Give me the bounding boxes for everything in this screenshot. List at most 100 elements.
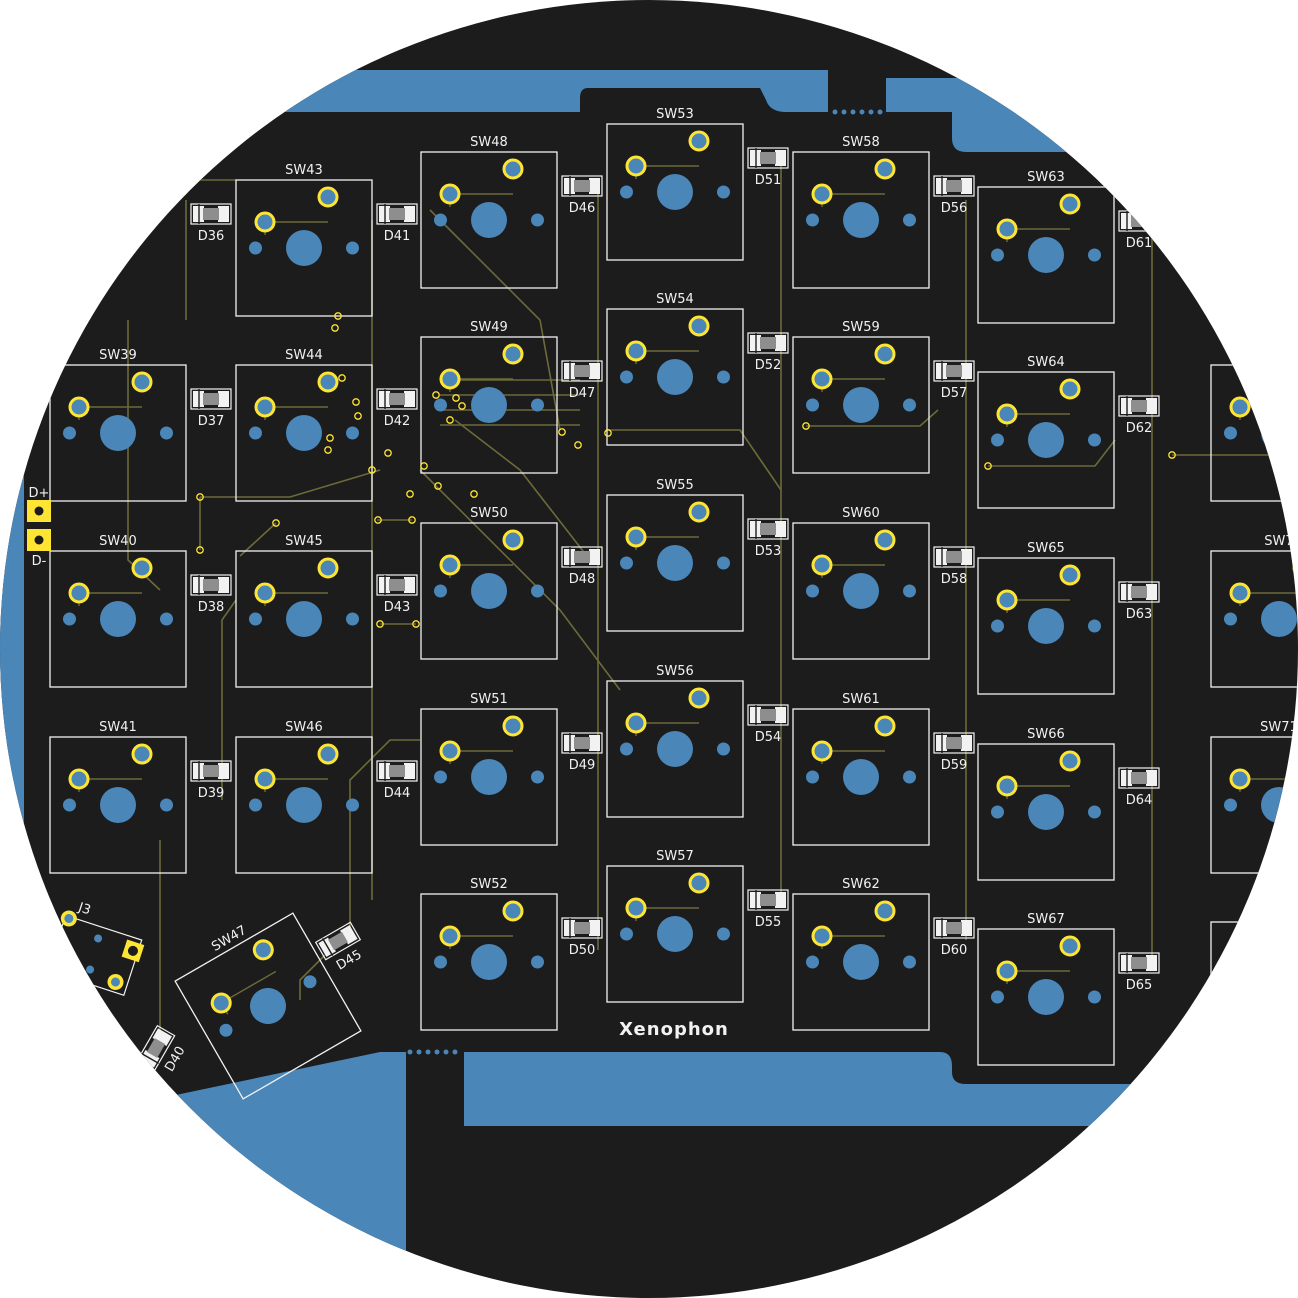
diode-pad [775,707,786,723]
switch-peg-hole [531,770,544,784]
key-switch: SW48 [420,135,558,289]
diode-label: D44 [384,786,411,801]
switch-pad [811,925,833,947]
diode-body [574,737,590,749]
diode-label: D64 [1126,793,1153,808]
via [272,519,280,527]
diode: D53 [747,518,789,559]
switch-outline [792,893,930,1031]
switch-center-hole [657,174,693,210]
diode-label: D49 [569,758,596,773]
diode: D57 [933,360,975,401]
diode-body [760,152,776,164]
switch-label: SW40 [99,534,137,549]
switch-center-hole [1261,601,1297,637]
diode-label: D58 [941,572,968,587]
diode-pad [218,577,229,593]
diode: D44 [376,760,418,801]
diode-label: D41 [384,229,411,244]
diode-body [946,551,962,563]
switch-pad [874,715,896,737]
key-switch: SW50 [420,506,558,660]
via [470,490,478,498]
diode-pad [1146,955,1157,971]
switch-center-hole [843,202,879,238]
switch-trace [1239,963,1298,977]
switch-outline [235,736,373,874]
switch-peg-hole [346,612,359,626]
switch-pad [502,343,524,365]
switch-layer: SW36SW39SW40SW41SW43SW44SW45SW46SW48SW49… [0,107,1298,1100]
switch-pad [688,130,710,152]
diode: D47 [561,360,603,401]
switch-center-hole [1261,415,1297,451]
diode-outline [376,760,418,782]
switch-outline [792,708,930,846]
key-switch: SW44 [235,348,373,502]
switch-center-hole [471,759,507,795]
switch-center-hole [250,988,286,1024]
switch-pad [131,371,153,393]
diode-body [146,1038,166,1058]
switch-label: SW44 [285,348,323,363]
via [406,490,414,498]
copper-trace [127,320,161,591]
switch-peg-hole [991,990,1004,1004]
key-switch: SW39 [49,348,187,502]
via [434,482,442,490]
switch-label: SW39 [99,348,137,363]
diode-pad [961,363,972,379]
diode-layer: D36 D37 D38 D39 D41 D42 D43 D44 D46 D47 D48 D49 D50 D… [136,147,1160,1075]
diode-body [760,709,776,721]
switch-label: SW43 [285,163,323,178]
switch-peg-hole [991,248,1004,262]
diode: D63 [1118,581,1160,622]
switch-peg-hole [991,619,1004,633]
switch-pad [254,396,276,418]
diode-body [1131,586,1147,598]
connector-label: J3 [75,900,92,918]
switch-center-hole [1028,422,1064,458]
diode-outline [747,704,789,726]
switch-label: SW56 [656,664,694,679]
switch-label: SW53 [656,107,694,122]
diode-pad [589,735,600,751]
key-switch: SW55 [606,478,744,632]
switch-peg-hole [531,213,544,227]
via [432,391,440,399]
diode-pad [589,363,600,379]
switch-pad [1229,953,1251,975]
switch-peg-hole [1088,619,1101,633]
copper-trace [606,429,782,491]
switch-outline [977,743,1115,881]
switch-pad [1229,396,1251,418]
copper-pour-region [464,1052,1298,1126]
diode: D36 [190,203,232,244]
switch-label: SW54 [656,292,694,307]
switch-center-hole [286,787,322,823]
switch-label: SW7 [1264,534,1293,549]
via-dot [868,109,874,115]
key-switch: SW41 [49,720,187,874]
switch-peg-hole [620,556,633,570]
diode-label: D48 [569,572,596,587]
switch-pad [502,158,524,180]
via [352,398,360,406]
diode-label: D60 [941,943,968,958]
switch-pad [874,158,896,180]
switch-label: SW71 [1260,720,1298,735]
diode-label: D59 [941,758,968,773]
connector-hole [94,934,103,943]
switch-center-hole [657,916,693,952]
switch-outline [792,522,930,660]
switch-pad [439,183,461,205]
switch-pad [317,557,339,579]
switch-pad [254,768,276,790]
diode-pad [404,206,415,222]
switch-pad [688,501,710,523]
diode-outline [190,760,232,782]
diode-pad [775,150,786,166]
diode-body [946,180,962,192]
diode-pad [961,920,972,936]
